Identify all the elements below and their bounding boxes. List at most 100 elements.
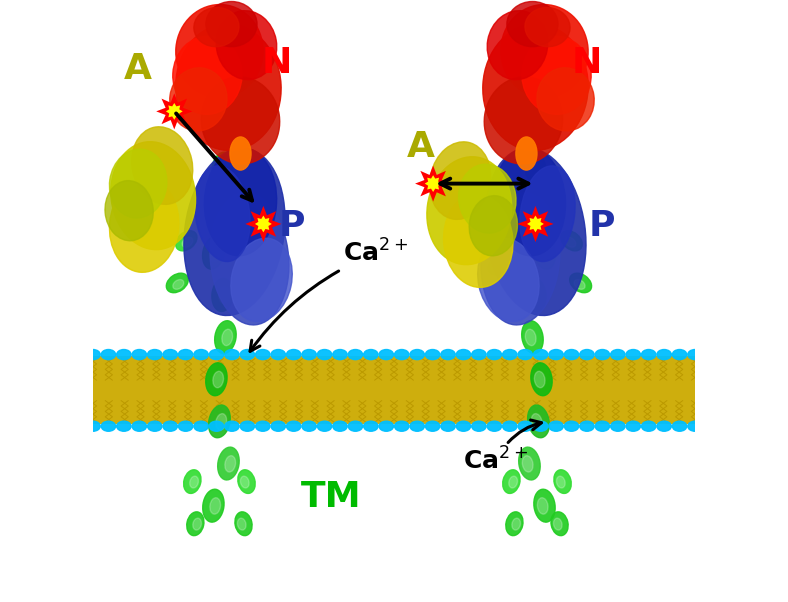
Ellipse shape: [252, 261, 263, 272]
Ellipse shape: [363, 421, 378, 431]
Ellipse shape: [255, 421, 270, 431]
Ellipse shape: [549, 421, 563, 431]
Ellipse shape: [176, 5, 263, 98]
Ellipse shape: [427, 157, 511, 265]
Ellipse shape: [533, 350, 548, 359]
Text: A: A: [407, 131, 435, 164]
Ellipse shape: [580, 350, 594, 359]
Polygon shape: [165, 103, 183, 120]
Ellipse shape: [246, 213, 257, 223]
Ellipse shape: [507, 1, 558, 47]
Text: TM: TM: [300, 480, 361, 514]
Ellipse shape: [333, 421, 348, 431]
Ellipse shape: [212, 152, 233, 185]
Ellipse shape: [147, 350, 162, 359]
Ellipse shape: [225, 421, 239, 431]
Ellipse shape: [194, 7, 239, 47]
Ellipse shape: [501, 5, 588, 98]
Ellipse shape: [302, 421, 316, 431]
Ellipse shape: [503, 421, 517, 431]
Ellipse shape: [410, 350, 425, 359]
Ellipse shape: [242, 206, 263, 227]
Ellipse shape: [184, 148, 285, 315]
Ellipse shape: [456, 421, 470, 431]
Ellipse shape: [503, 350, 517, 359]
Ellipse shape: [529, 287, 539, 303]
Ellipse shape: [501, 213, 512, 223]
Ellipse shape: [509, 476, 518, 488]
Ellipse shape: [187, 512, 204, 536]
Ellipse shape: [225, 456, 236, 472]
Ellipse shape: [216, 11, 277, 79]
Ellipse shape: [176, 231, 197, 251]
Ellipse shape: [117, 421, 131, 431]
Ellipse shape: [487, 11, 548, 79]
Ellipse shape: [110, 179, 179, 272]
Ellipse shape: [484, 77, 563, 164]
Ellipse shape: [216, 414, 227, 430]
Ellipse shape: [528, 161, 539, 177]
Ellipse shape: [522, 456, 533, 472]
Ellipse shape: [533, 421, 548, 431]
Ellipse shape: [489, 255, 511, 275]
Ellipse shape: [657, 421, 671, 431]
Ellipse shape: [533, 237, 556, 269]
Ellipse shape: [240, 350, 255, 359]
Bar: [93, 356, 695, 424]
Ellipse shape: [379, 421, 393, 431]
Ellipse shape: [522, 194, 543, 227]
Text: P: P: [589, 209, 615, 243]
Ellipse shape: [176, 24, 281, 150]
Ellipse shape: [201, 77, 280, 164]
Ellipse shape: [214, 321, 236, 353]
Ellipse shape: [516, 137, 537, 170]
Ellipse shape: [688, 421, 702, 431]
Ellipse shape: [255, 350, 270, 359]
Ellipse shape: [182, 237, 193, 247]
Ellipse shape: [626, 421, 641, 431]
Ellipse shape: [204, 147, 277, 256]
Ellipse shape: [219, 287, 229, 303]
Ellipse shape: [163, 350, 177, 359]
Ellipse shape: [672, 350, 687, 359]
Polygon shape: [518, 206, 553, 242]
Ellipse shape: [163, 421, 177, 431]
Ellipse shape: [611, 421, 625, 431]
Text: A: A: [125, 52, 152, 86]
Ellipse shape: [210, 193, 289, 325]
Ellipse shape: [672, 421, 687, 431]
Ellipse shape: [537, 498, 548, 514]
Ellipse shape: [117, 350, 131, 359]
Polygon shape: [527, 216, 544, 232]
Ellipse shape: [222, 329, 232, 346]
Ellipse shape: [556, 476, 565, 488]
Ellipse shape: [525, 279, 546, 311]
Ellipse shape: [561, 231, 582, 251]
Ellipse shape: [166, 273, 188, 293]
Ellipse shape: [580, 421, 594, 431]
Polygon shape: [156, 93, 192, 129]
Text: N: N: [262, 46, 292, 80]
Ellipse shape: [554, 470, 571, 494]
Ellipse shape: [444, 194, 513, 287]
Ellipse shape: [525, 152, 546, 185]
Ellipse shape: [519, 447, 541, 480]
Ellipse shape: [657, 350, 671, 359]
Ellipse shape: [101, 350, 116, 359]
Ellipse shape: [194, 350, 208, 359]
Ellipse shape: [440, 350, 455, 359]
Ellipse shape: [318, 350, 332, 359]
Ellipse shape: [522, 321, 543, 353]
Ellipse shape: [525, 7, 570, 47]
Ellipse shape: [206, 363, 227, 396]
Polygon shape: [425, 175, 441, 192]
Ellipse shape: [512, 518, 521, 530]
Ellipse shape: [526, 203, 536, 219]
Ellipse shape: [132, 421, 147, 431]
Ellipse shape: [533, 489, 556, 522]
Ellipse shape: [240, 476, 249, 488]
Ellipse shape: [526, 329, 536, 346]
Ellipse shape: [456, 350, 470, 359]
Ellipse shape: [503, 470, 520, 494]
Ellipse shape: [426, 421, 440, 431]
